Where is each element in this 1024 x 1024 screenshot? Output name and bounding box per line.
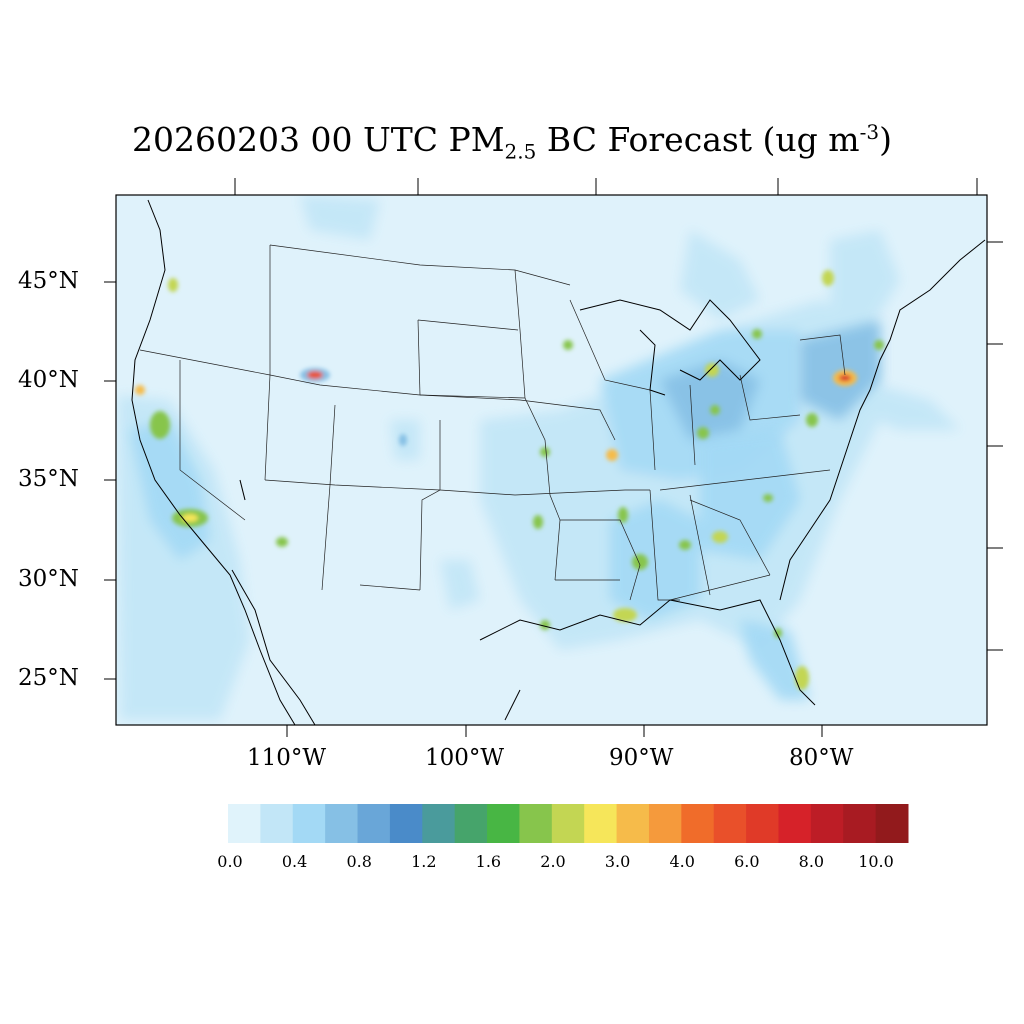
colorbar-swatch	[648, 804, 682, 843]
colorbar-tick-label: 0.8	[346, 852, 372, 871]
title-superscript: -3	[859, 120, 880, 144]
title-middle: BC Forecast (ug m	[536, 120, 860, 159]
colorbar-swatch	[292, 804, 326, 843]
colorbar-swatch	[810, 804, 844, 843]
title-prefix: 20260203 00 UTC PM	[132, 120, 505, 159]
colorbar	[228, 804, 909, 843]
colorbar-tick-label: 1.6	[475, 852, 502, 871]
lat-label-40n: 40°N	[18, 367, 79, 393]
colorbar-swatch	[357, 804, 391, 843]
colorbar-tick-label: 8.0	[798, 852, 825, 871]
colorbar-swatch	[260, 804, 294, 843]
lat-label-25n: 25°N	[18, 665, 79, 691]
colorbar-swatch	[228, 804, 261, 843]
colorbar-swatch	[487, 804, 520, 843]
map-frame	[115, 194, 988, 726]
colorbar-tick-label: 0.0	[217, 852, 243, 871]
colorbar-swatch	[389, 804, 423, 843]
lon-label-110w: 110°W	[247, 745, 327, 771]
colorbar-tick-label: 3.0	[604, 852, 631, 871]
colorbar-tick-label: 6.0	[734, 852, 760, 871]
colorbar-tick-label: 4.0	[669, 852, 695, 871]
colorbar-swatch	[551, 804, 585, 843]
lat-label-30n: 30°N	[18, 566, 79, 592]
title-suffix: )	[879, 120, 892, 159]
colorbar-swatch	[746, 804, 779, 843]
map-ticks	[104, 178, 1003, 737]
lon-label-90w: 90°W	[609, 745, 674, 771]
colorbar-swatch	[616, 804, 650, 843]
colorbar-tick-label: 1.2	[411, 852, 437, 871]
colorbar-swatch	[713, 804, 747, 843]
colorbar-swatch	[454, 804, 488, 843]
colorbar-swatch	[681, 804, 715, 843]
lat-label-45n: 45°N	[18, 268, 79, 294]
lon-label-80w: 80°W	[789, 745, 854, 771]
colorbar-swatch	[778, 804, 812, 843]
colorbar-tick-label: 2.0	[540, 852, 566, 871]
concentration-field	[118, 195, 986, 725]
coastlines	[131, 199, 986, 725]
colorbar-swatch	[584, 804, 618, 843]
colorbar-swatch	[875, 804, 909, 843]
colorbar-swatch	[519, 804, 553, 843]
colorbar-swatch	[325, 804, 359, 843]
colorbar-swatch	[422, 804, 456, 843]
colorbar-tick-label: 0.4	[281, 852, 308, 871]
map-title: 20260203 00 UTC PM2.5 BC Forecast (ug m-…	[0, 120, 1024, 164]
lon-label-100w: 100°W	[425, 745, 505, 771]
colorbar-tick-label: 10.0	[858, 852, 894, 871]
state-boundaries	[139, 244, 846, 601]
colorbar-swatch	[843, 804, 877, 843]
lat-label-35n: 35°N	[18, 466, 79, 492]
title-subscript: 2.5	[504, 139, 537, 164]
